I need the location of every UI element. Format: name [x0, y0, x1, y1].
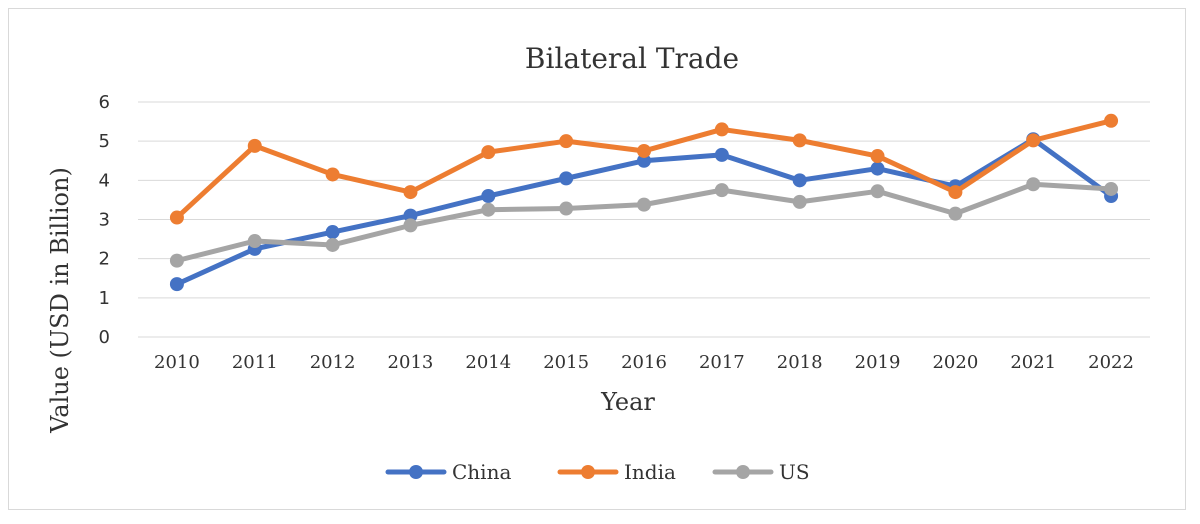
data-point-china	[169, 277, 184, 292]
data-point-china	[325, 225, 340, 240]
data-point-us	[870, 184, 885, 199]
x-tick-label: 2012	[310, 352, 356, 373]
data-point-china	[481, 189, 496, 203]
data-point-us	[948, 206, 963, 221]
legend-label: US	[779, 460, 810, 484]
y-tick-label: 6	[99, 92, 110, 113]
data-point-china	[792, 173, 807, 188]
data-point-us	[403, 218, 418, 233]
data-point-india	[1026, 133, 1041, 148]
x-tick-label: 2017	[699, 352, 745, 373]
data-point-china	[637, 153, 651, 168]
x-tick-label: 2022	[1088, 352, 1134, 373]
data-point-china	[870, 161, 885, 176]
legend-marker	[409, 465, 423, 479]
data-point-china	[714, 147, 729, 162]
data-point-india	[169, 210, 184, 225]
y-tick-label: 1	[99, 288, 110, 309]
x-tick-label: 2011	[232, 352, 278, 373]
legend-label: China	[452, 460, 511, 484]
x-tick-label: 2018	[777, 352, 823, 373]
y-tick-label: 5	[99, 131, 110, 152]
series-line-us	[174, 181, 1114, 264]
y-axis-title: Value (USD in Billion)	[46, 167, 74, 434]
y-tick-label: 3	[99, 210, 110, 231]
data-point-india	[1104, 113, 1119, 128]
data-point-us	[325, 237, 340, 252]
data-point-us	[1104, 181, 1119, 196]
data-point-india	[481, 145, 496, 160]
data-point-india	[792, 133, 807, 148]
data-point-us	[169, 253, 184, 268]
chart-title: Bilateral Trade	[525, 42, 739, 75]
data-point-us	[559, 201, 574, 216]
y-tick-label: 0	[99, 327, 110, 348]
data-point-india	[247, 138, 262, 153]
data-point-india	[403, 185, 418, 200]
x-axis-title: Year	[600, 388, 655, 416]
data-point-us	[1026, 177, 1041, 192]
y-tick-label: 2	[99, 249, 110, 270]
series-us	[169, 177, 1119, 268]
data-point-india	[559, 134, 574, 149]
data-point-china	[559, 171, 574, 186]
x-tick-label: 2013	[388, 352, 434, 373]
x-tick-label: 2015	[543, 352, 589, 373]
legend-item-china: China	[385, 460, 511, 484]
data-point-india	[948, 185, 963, 200]
data-point-us	[637, 197, 651, 212]
legend-marker	[581, 465, 595, 479]
data-point-us	[714, 183, 729, 198]
data-point-india	[870, 149, 885, 164]
data-point-us	[481, 202, 496, 217]
data-point-india	[637, 143, 651, 158]
legend-item-us: US	[712, 460, 810, 484]
legend-marker	[736, 465, 750, 479]
x-tick-labels: 2010 2011 2012 2013 2014 2015 2016 2017 2018 2019…	[154, 352, 1134, 373]
x-tick-label: 2016	[621, 352, 667, 373]
x-tick-label: 2014	[465, 352, 511, 373]
data-point-us	[247, 234, 262, 249]
data-point-india	[714, 122, 729, 137]
data-point-china	[403, 208, 418, 223]
x-tick-label: 2019	[855, 352, 901, 373]
legend: China India US	[385, 460, 810, 484]
y-tick-labels: 0 1 2 3 4 5 6	[99, 92, 110, 348]
legend-label: India	[624, 460, 676, 484]
gridlines	[138, 101, 1150, 338]
series-india	[169, 113, 1119, 225]
data-point-us	[792, 194, 807, 209]
x-tick-label: 2020	[932, 352, 978, 373]
legend-item-india: India	[557, 460, 676, 484]
x-tick-label: 2010	[154, 352, 200, 373]
x-tick-label: 2021	[1010, 352, 1056, 373]
data-point-india	[325, 167, 340, 182]
y-tick-label: 4	[99, 170, 110, 191]
series-lines	[169, 113, 1119, 292]
